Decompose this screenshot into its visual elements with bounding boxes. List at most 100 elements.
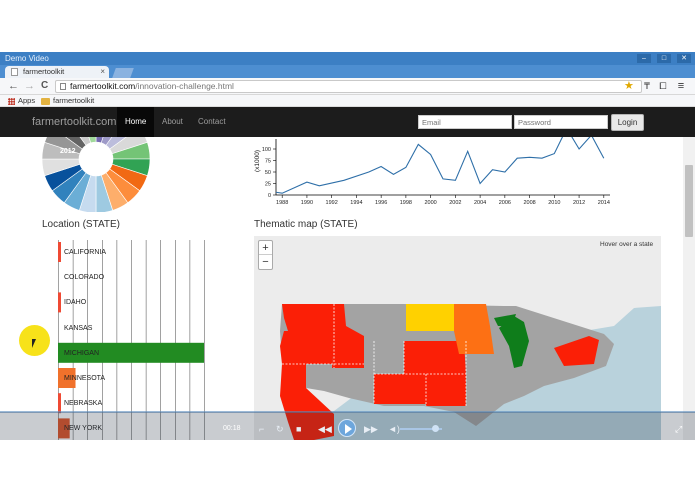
x-tick-label: 2008 (523, 200, 535, 206)
play-button[interactable] (338, 419, 356, 437)
state-label: CALIFORNIA (64, 249, 107, 256)
url-path: /innovation-challenge.html (135, 81, 234, 91)
x-tick-label: 2002 (449, 200, 461, 206)
bar-idaho[interactable] (58, 292, 61, 313)
password-field[interactable] (514, 115, 608, 129)
bar-nebraska[interactable] (58, 393, 61, 414)
x-tick-label: 1996 (375, 200, 387, 206)
page-icon (11, 68, 18, 76)
volume-icon[interactable]: ◄) (388, 424, 400, 434)
forward-icon[interactable]: → (24, 80, 35, 92)
tab-title: farmertoolkit (23, 67, 65, 76)
back-icon[interactable]: ← (8, 80, 19, 92)
volume-slider[interactable] (400, 428, 442, 430)
fullscreen-icon[interactable]: ⤢ (675, 424, 683, 434)
state-label: MINNESOTA (64, 375, 106, 382)
state-michigan (494, 314, 529, 368)
nav-about[interactable]: About (162, 117, 183, 126)
close-window-button[interactable]: ✕ (677, 54, 691, 63)
cast-icon[interactable]: ⧠ (659, 81, 667, 91)
zoom-in-button[interactable]: + (259, 241, 272, 255)
address-bar[interactable]: farmertoolkit.com/innovation-challenge.h… (55, 80, 642, 93)
map-zoom-control: + − (258, 240, 273, 270)
email-field[interactable] (418, 115, 512, 129)
state-california (280, 364, 334, 440)
rewind-icon[interactable]: ◀◀ (318, 424, 332, 434)
state-label: KANSAS (64, 324, 93, 332)
location-title: Location (STATE) (42, 219, 120, 230)
x-tick-label: 2000 (425, 200, 437, 206)
scroll-thumb[interactable] (685, 165, 693, 237)
url-domain: farmertoolkit.com (70, 81, 136, 91)
bar-new-york[interactable] (58, 418, 70, 439)
bookmark-star-icon[interactable]: ★ (624, 80, 634, 92)
x-tick-label: 1994 (350, 200, 362, 206)
series-line (276, 137, 605, 194)
bookmarks-bar: Apps farmertoolkit (0, 95, 695, 107)
login-button[interactable]: Login (611, 114, 644, 131)
window-title: Demo Video (0, 52, 695, 65)
x-tick-label: 1990 (301, 200, 313, 206)
maximize-button[interactable]: □ (657, 54, 671, 63)
state-idaho (332, 304, 364, 368)
zoom-out-button[interactable]: − (262, 256, 269, 268)
loop-icon[interactable]: ↻ (276, 424, 284, 434)
clip-icon[interactable]: ⌐ (259, 424, 265, 434)
site-brand[interactable]: farmertoolkit.com (32, 116, 117, 128)
state-colorado (374, 374, 426, 404)
state-label: NEW YORK (64, 425, 102, 433)
nav-home[interactable]: Home (117, 107, 155, 137)
y-tick-label: 100 (262, 147, 271, 153)
state-oregon (280, 331, 334, 364)
page-info-icon (60, 83, 66, 90)
bar-michigan[interactable] (58, 342, 204, 363)
bar-minnesota[interactable] (58, 368, 76, 388)
pie-label: 2012 (60, 148, 76, 155)
map-hover-info: Hover over a state (600, 241, 654, 248)
map-svg (254, 236, 661, 440)
tab-close-icon[interactable]: × (100, 67, 105, 76)
state-washington (282, 304, 334, 331)
bookmark-label: Apps (18, 96, 36, 105)
y-tick-label: 0 (268, 193, 271, 199)
folder-icon (41, 97, 50, 105)
browser-tab[interactable]: farmertoolkit × (5, 66, 109, 78)
state-north-dakota (406, 304, 454, 331)
apps-icon (8, 97, 15, 105)
x-tick-label: 2014 (598, 200, 610, 206)
x-tick-label: 2004 (474, 200, 486, 206)
line-chart: 100 75 50 25 0 1988 1990 1992 1994 1996 1998 2000 20… (254, 137, 610, 206)
x-tick-label: 1988 (276, 200, 288, 206)
mouse-pointer-icon (32, 339, 36, 348)
y-tick-label: 75 (265, 159, 271, 165)
window-controls: – □ ✕ (637, 52, 691, 65)
bookmark-farmertoolkit[interactable]: farmertoolkit (41, 95, 94, 107)
video-time: 00:18 (223, 425, 241, 432)
fast-forward-icon[interactable]: ▶▶ (364, 424, 378, 434)
state-label: MICHIGAN (64, 349, 99, 357)
reload-icon[interactable]: C (41, 80, 49, 91)
x-tick-label: 1998 (400, 200, 412, 206)
bookmark-apps[interactable]: Apps (8, 95, 35, 107)
menu-icon[interactable]: ≡ (677, 80, 685, 92)
state-kansas-east (419, 374, 466, 400)
state-minnesota (454, 304, 494, 354)
volume-knob[interactable] (432, 425, 439, 432)
location-bar-chart (58, 240, 205, 440)
bar-california[interactable] (58, 242, 61, 262)
extension-icon[interactable]: ₸ (644, 81, 650, 91)
state-new-york (554, 336, 599, 366)
state-label: COLORADO (64, 274, 105, 282)
stop-icon[interactable]: ■ (296, 424, 302, 434)
tab-strip: farmertoolkit × (0, 65, 695, 78)
new-tab-button[interactable] (112, 68, 134, 78)
x-tick-label: 2012 (573, 200, 585, 206)
video-progress-track[interactable] (0, 411, 695, 413)
state-nebraska (404, 341, 466, 374)
x-tick-label: 2006 (499, 200, 511, 206)
nav-contact[interactable]: Contact (198, 117, 226, 126)
x-tick-label: 2010 (548, 200, 560, 206)
thematic-map[interactable] (254, 236, 661, 440)
minimize-button[interactable]: – (637, 54, 651, 63)
